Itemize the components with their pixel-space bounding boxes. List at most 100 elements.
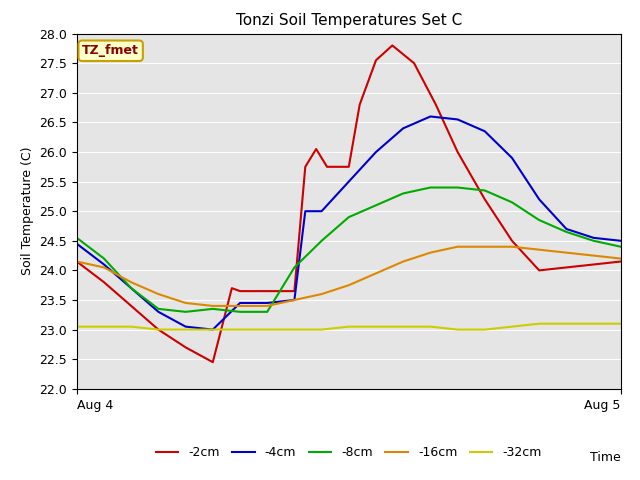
-8cm	[589, 238, 597, 244]
-4cm	[73, 241, 81, 247]
-4cm	[617, 238, 625, 244]
-8cm	[372, 203, 380, 208]
-8cm	[236, 309, 244, 315]
-8cm	[154, 306, 162, 312]
-16cm	[399, 259, 407, 264]
Line: -2cm: -2cm	[77, 46, 621, 362]
-2cm	[334, 164, 342, 169]
-32cm	[563, 321, 570, 326]
-4cm	[589, 235, 597, 240]
-2cm	[617, 259, 625, 264]
-4cm	[154, 309, 162, 315]
-8cm	[345, 214, 353, 220]
-4cm	[209, 327, 216, 333]
-16cm	[236, 303, 244, 309]
-8cm	[209, 306, 216, 312]
-4cm	[182, 324, 189, 329]
-16cm	[209, 303, 216, 309]
-16cm	[372, 270, 380, 276]
-2cm	[291, 288, 298, 294]
-2cm	[454, 149, 461, 155]
Text: Time: Time	[590, 451, 621, 464]
-2cm	[323, 164, 331, 169]
-4cm	[372, 149, 380, 155]
-2cm	[508, 238, 516, 244]
-16cm	[427, 250, 435, 255]
-4cm	[481, 128, 489, 134]
-16cm	[589, 252, 597, 258]
-2cm	[312, 146, 320, 152]
-2cm	[236, 288, 244, 294]
-32cm	[372, 324, 380, 329]
-2cm	[481, 196, 489, 202]
-8cm	[563, 229, 570, 235]
-16cm	[454, 244, 461, 250]
Line: -8cm: -8cm	[77, 188, 621, 312]
-8cm	[454, 185, 461, 191]
-4cm	[100, 262, 108, 267]
-16cm	[345, 282, 353, 288]
-4cm	[318, 208, 326, 214]
-4cm	[508, 155, 516, 161]
-32cm	[454, 327, 461, 333]
Title: Tonzi Soil Temperatures Set C: Tonzi Soil Temperatures Set C	[236, 13, 462, 28]
Text: TZ_fmet: TZ_fmet	[82, 44, 139, 57]
-16cm	[73, 259, 81, 264]
-2cm	[100, 279, 108, 285]
-2cm	[182, 345, 189, 350]
-8cm	[617, 244, 625, 250]
-2cm	[127, 303, 135, 309]
-32cm	[481, 327, 489, 333]
-2cm	[228, 285, 236, 291]
-16cm	[154, 291, 162, 297]
-16cm	[617, 256, 625, 262]
-16cm	[481, 244, 489, 250]
-8cm	[399, 191, 407, 196]
-2cm	[563, 264, 570, 270]
-32cm	[617, 321, 625, 326]
-4cm	[427, 114, 435, 120]
-4cm	[301, 208, 309, 214]
-16cm	[264, 303, 271, 309]
-4cm	[399, 125, 407, 131]
-4cm	[264, 300, 271, 306]
-4cm	[236, 300, 244, 306]
-32cm	[508, 324, 516, 329]
-2cm	[280, 288, 287, 294]
-32cm	[291, 327, 298, 333]
-2cm	[589, 262, 597, 267]
-8cm	[264, 309, 271, 315]
-8cm	[508, 199, 516, 205]
-2cm	[372, 57, 380, 63]
-32cm	[399, 324, 407, 329]
-32cm	[427, 324, 435, 329]
-32cm	[589, 321, 597, 326]
-8cm	[100, 256, 108, 262]
-8cm	[127, 285, 135, 291]
-32cm	[345, 324, 353, 329]
-16cm	[535, 247, 543, 252]
-4cm	[291, 297, 298, 303]
-8cm	[73, 235, 81, 240]
-2cm	[356, 102, 364, 108]
-16cm	[508, 244, 516, 250]
-4cm	[535, 196, 543, 202]
-4cm	[563, 226, 570, 232]
Legend: -2cm, -4cm, -8cm, -16cm, -32cm: -2cm, -4cm, -8cm, -16cm, -32cm	[151, 441, 547, 464]
-8cm	[291, 264, 298, 270]
-32cm	[73, 324, 81, 329]
-16cm	[127, 279, 135, 285]
Line: -16cm: -16cm	[77, 247, 621, 306]
-8cm	[481, 188, 489, 193]
-2cm	[73, 259, 81, 264]
-8cm	[535, 217, 543, 223]
-16cm	[182, 300, 189, 306]
-32cm	[127, 324, 135, 329]
-4cm	[454, 117, 461, 122]
-4cm	[345, 179, 353, 184]
-2cm	[154, 327, 162, 333]
-2cm	[345, 164, 353, 169]
-32cm	[535, 321, 543, 326]
-32cm	[264, 327, 271, 333]
-16cm	[100, 264, 108, 270]
